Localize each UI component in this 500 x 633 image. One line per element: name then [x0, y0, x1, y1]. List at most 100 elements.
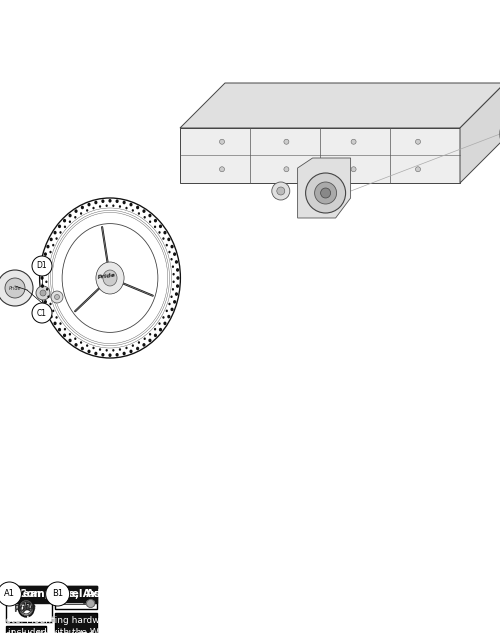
Ellipse shape [60, 231, 62, 234]
Bar [61, 586, 96, 603]
Ellipse shape [63, 219, 66, 222]
Ellipse shape [92, 347, 94, 349]
Ellipse shape [116, 199, 118, 203]
Ellipse shape [136, 206, 139, 210]
Circle shape [220, 139, 224, 144]
Ellipse shape [103, 270, 117, 286]
Circle shape [36, 286, 50, 300]
Ellipse shape [106, 204, 108, 207]
Ellipse shape [172, 273, 175, 275]
Circle shape [40, 290, 46, 296]
Ellipse shape [158, 322, 160, 325]
Ellipse shape [74, 216, 76, 218]
Circle shape [320, 188, 330, 198]
Ellipse shape [88, 349, 90, 353]
Ellipse shape [170, 308, 173, 311]
Ellipse shape [50, 303, 51, 305]
Circle shape [54, 294, 60, 299]
Text: B1: B1 [52, 589, 63, 598]
Ellipse shape [88, 203, 90, 206]
Ellipse shape [119, 205, 121, 208]
Text: Complete, Rear Wheel Assy: Complete, Rear Wheel Assy [0, 589, 114, 599]
Ellipse shape [94, 352, 98, 355]
Ellipse shape [170, 258, 172, 261]
Text: Pride: Pride [14, 602, 38, 614]
Ellipse shape [112, 204, 114, 207]
Ellipse shape [108, 199, 112, 203]
Text: Note: Mounting hardware “Is Not”
included with the Wheel Assy.: Note: Mounting hardware “Is Not” include… [0, 616, 152, 633]
Ellipse shape [166, 310, 168, 312]
Bar [6, 586, 52, 622]
Ellipse shape [80, 212, 82, 215]
Ellipse shape [52, 310, 54, 312]
Ellipse shape [132, 344, 134, 347]
Ellipse shape [42, 292, 45, 296]
Ellipse shape [48, 296, 50, 298]
Ellipse shape [60, 322, 62, 325]
Circle shape [88, 603, 93, 608]
Ellipse shape [175, 260, 178, 264]
Ellipse shape [164, 231, 166, 234]
Ellipse shape [81, 347, 84, 350]
Ellipse shape [154, 334, 157, 337]
Ellipse shape [154, 225, 156, 228]
Ellipse shape [58, 225, 61, 228]
Bar [58, 603, 66, 604]
Ellipse shape [45, 280, 48, 283]
Ellipse shape [69, 333, 71, 335]
Ellipse shape [92, 207, 94, 210]
Ellipse shape [122, 201, 126, 204]
Ellipse shape [44, 253, 47, 256]
Ellipse shape [63, 334, 66, 337]
Ellipse shape [80, 341, 82, 344]
Ellipse shape [86, 344, 88, 347]
Ellipse shape [162, 237, 164, 240]
Circle shape [220, 166, 224, 172]
Ellipse shape [138, 341, 140, 344]
Circle shape [86, 599, 94, 608]
Circle shape [86, 600, 92, 605]
Ellipse shape [45, 273, 48, 275]
Ellipse shape [148, 339, 152, 342]
Ellipse shape [173, 253, 176, 256]
Ellipse shape [46, 288, 48, 291]
Ellipse shape [99, 205, 101, 208]
Ellipse shape [54, 231, 56, 234]
Ellipse shape [96, 262, 124, 294]
Ellipse shape [144, 337, 146, 340]
Ellipse shape [42, 260, 45, 264]
Ellipse shape [74, 210, 78, 213]
Circle shape [86, 602, 92, 607]
Ellipse shape [176, 268, 179, 272]
Polygon shape [180, 83, 500, 128]
Ellipse shape [149, 333, 151, 335]
Ellipse shape [88, 601, 94, 606]
Text: Pride: Pride [8, 285, 21, 291]
Circle shape [351, 166, 356, 172]
Ellipse shape [94, 201, 98, 204]
Ellipse shape [136, 347, 139, 350]
Ellipse shape [106, 349, 108, 351]
Text: Complete, Axle Assy: Complete, Axle Assy [18, 589, 138, 599]
Ellipse shape [170, 245, 173, 248]
Ellipse shape [41, 268, 44, 272]
Ellipse shape [81, 206, 84, 210]
Ellipse shape [138, 212, 140, 215]
Circle shape [0, 582, 22, 606]
Circle shape [5, 278, 25, 298]
Ellipse shape [168, 237, 170, 241]
Bar [13, 586, 52, 603]
Ellipse shape [112, 349, 114, 351]
Ellipse shape [159, 328, 162, 332]
Ellipse shape [64, 225, 66, 228]
Ellipse shape [50, 315, 52, 318]
Ellipse shape [44, 300, 47, 304]
Ellipse shape [74, 337, 76, 340]
Ellipse shape [130, 349, 132, 353]
Circle shape [32, 256, 52, 276]
Ellipse shape [158, 231, 160, 234]
Bar [54, 613, 96, 633]
Ellipse shape [68, 339, 71, 342]
Ellipse shape [119, 348, 121, 351]
Ellipse shape [86, 209, 88, 211]
